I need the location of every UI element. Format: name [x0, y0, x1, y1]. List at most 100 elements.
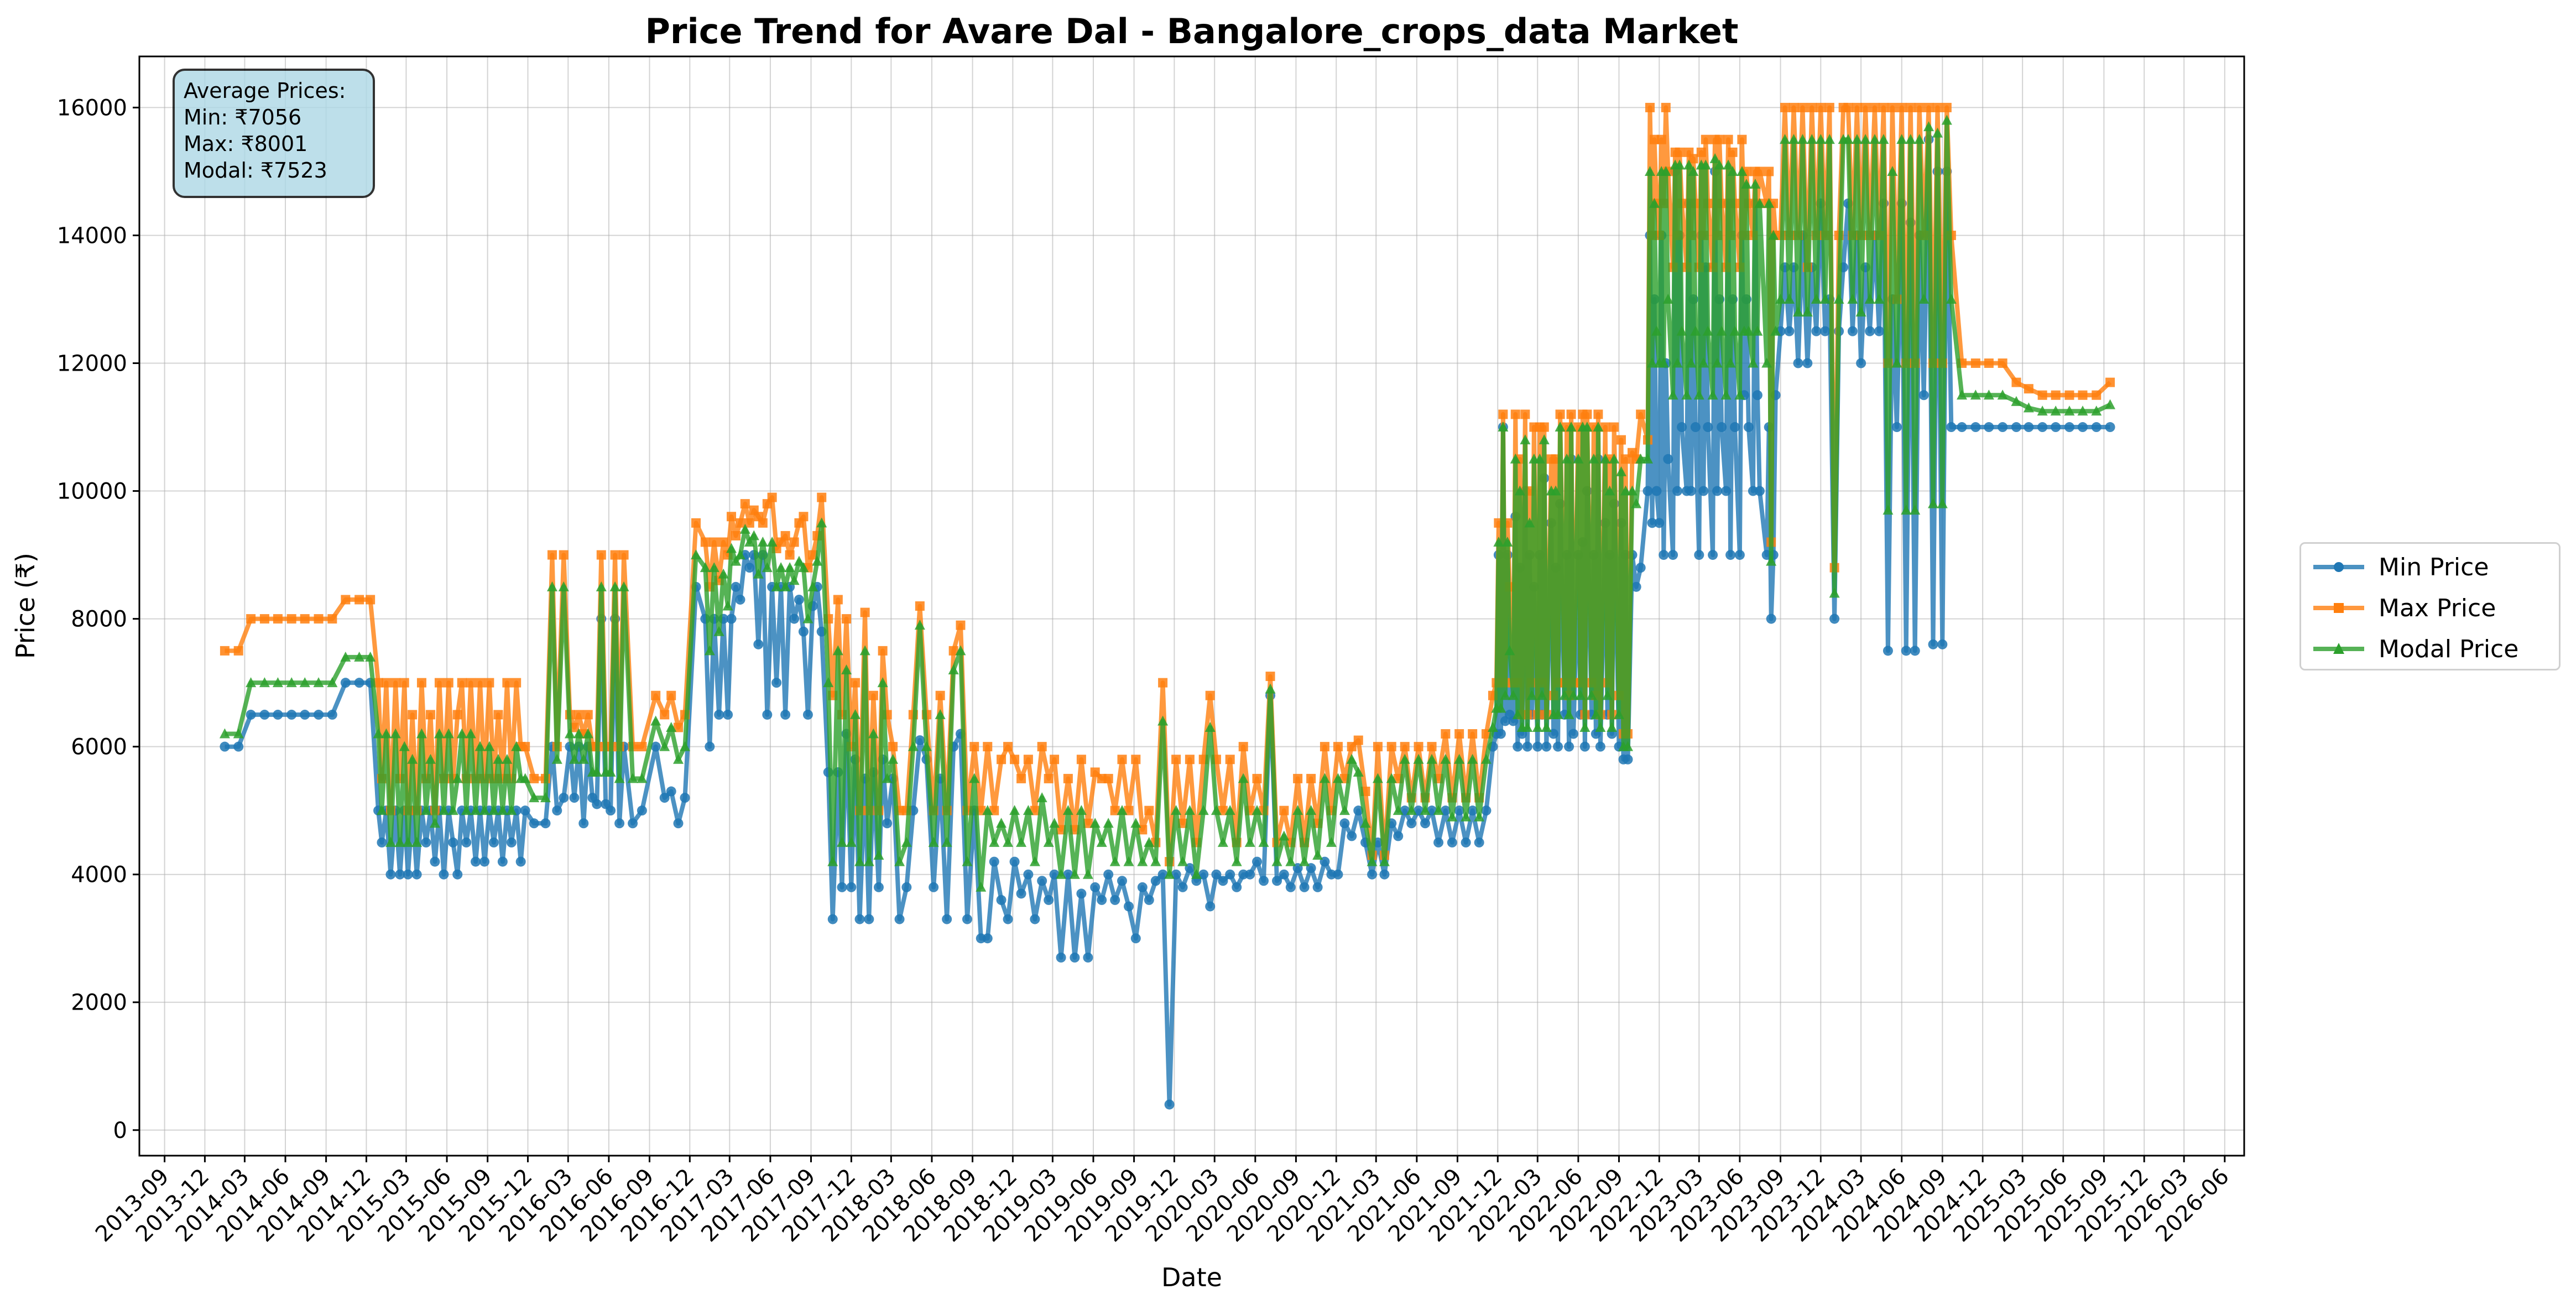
- data-point: [1668, 550, 1678, 560]
- data-point: [1069, 869, 1080, 879]
- data-point: [758, 518, 768, 528]
- data-point: [823, 677, 834, 688]
- data-point: [1292, 805, 1303, 815]
- data-point: [1970, 422, 1981, 433]
- data-point: [420, 805, 431, 815]
- data-point: [1279, 869, 1289, 880]
- data-point: [1372, 773, 1383, 783]
- data-point: [1703, 422, 1713, 433]
- data-point: [1734, 389, 1745, 400]
- y-tick-label: 8000: [71, 607, 127, 632]
- data-point: [1306, 805, 1317, 815]
- data-point: [1495, 703, 1506, 713]
- data-point: [1339, 818, 1350, 829]
- data-point: [220, 646, 230, 656]
- data-point: [1720, 389, 1732, 400]
- data-point: [1010, 755, 1020, 765]
- data-point: [1901, 646, 1911, 656]
- data-point: [2011, 396, 2022, 406]
- legend-label-max: Max Price: [2379, 594, 2496, 622]
- data-point: [1658, 357, 1669, 368]
- data-point: [1694, 550, 1704, 560]
- data-point: [448, 837, 458, 848]
- data-point: [1602, 690, 1613, 700]
- data-point: [1698, 486, 1709, 496]
- data-point: [718, 568, 729, 579]
- data-point: [1367, 869, 1378, 880]
- data-point: [1616, 435, 1626, 445]
- data-point: [877, 677, 888, 688]
- data-point: [1171, 805, 1182, 815]
- data-point: [1347, 831, 1357, 841]
- data-point: [1400, 742, 1410, 752]
- data-point: [1427, 742, 1437, 752]
- data-point: [1353, 805, 1364, 816]
- data-point: [1693, 389, 1704, 400]
- data-point: [1312, 882, 1323, 892]
- data-point: [1946, 422, 1957, 433]
- data-point: [1016, 836, 1027, 847]
- data-point: [313, 677, 324, 688]
- data-point: [583, 710, 593, 720]
- data-point: [1272, 876, 1282, 886]
- legend: Min Price Max Price Modal Price: [2299, 542, 2561, 670]
- data-point: [1649, 134, 1659, 144]
- data-point: [802, 613, 814, 623]
- data-point: [354, 595, 364, 605]
- data-point: [1748, 357, 1759, 368]
- data-point: [1883, 505, 1894, 515]
- data-point: [827, 914, 838, 924]
- data-point: [1454, 729, 1464, 739]
- data-point: [1440, 805, 1451, 816]
- data-point: [1860, 102, 1870, 112]
- data-point: [2064, 406, 2075, 416]
- data-point: [474, 741, 486, 751]
- data-point: [1856, 358, 1866, 368]
- data-point: [1426, 753, 1437, 764]
- data-point: [1568, 690, 1579, 700]
- data-point: [651, 690, 661, 700]
- data-point: [515, 856, 526, 867]
- data-point: [1367, 856, 1378, 866]
- data-point: [1553, 741, 1563, 752]
- data-point: [935, 709, 946, 719]
- data-point: [425, 710, 435, 720]
- data-point: [1003, 742, 1013, 752]
- data-point: [878, 646, 888, 656]
- data-point: [1037, 876, 1047, 886]
- data-point: [618, 581, 629, 591]
- data-point: [1914, 134, 1925, 144]
- data-point: [1626, 485, 1638, 496]
- data-point: [1144, 836, 1155, 847]
- data-point: [1198, 869, 1209, 880]
- data-point: [941, 836, 952, 847]
- data-point: [1293, 773, 1303, 783]
- y-tick-label: 12000: [57, 351, 127, 377]
- data-point: [1346, 753, 1357, 764]
- data-point: [1117, 755, 1127, 765]
- data-point: [403, 869, 413, 880]
- data-point: [520, 742, 530, 752]
- data-point: [471, 856, 481, 867]
- data-point: [286, 709, 297, 720]
- data-point: [1824, 134, 1835, 144]
- data-point: [1373, 742, 1383, 752]
- data-point: [1754, 486, 1765, 496]
- data-point: [1353, 766, 1364, 777]
- data-point: [1688, 165, 1699, 176]
- data-point: [1158, 678, 1168, 688]
- data-point: [512, 678, 522, 688]
- data-point: [582, 728, 593, 739]
- data-point: [1852, 102, 1862, 112]
- data-point: [1157, 715, 1169, 726]
- data-point: [1620, 485, 1631, 496]
- data-point: [1843, 102, 1853, 112]
- data-point: [744, 518, 754, 528]
- data-point: [1561, 453, 1572, 464]
- data-point: [2024, 422, 2034, 433]
- data-point: [948, 646, 958, 656]
- data-point: [1474, 811, 1485, 822]
- data-point: [1406, 805, 1417, 815]
- data-point: [1399, 753, 1410, 764]
- data-point: [1124, 805, 1134, 815]
